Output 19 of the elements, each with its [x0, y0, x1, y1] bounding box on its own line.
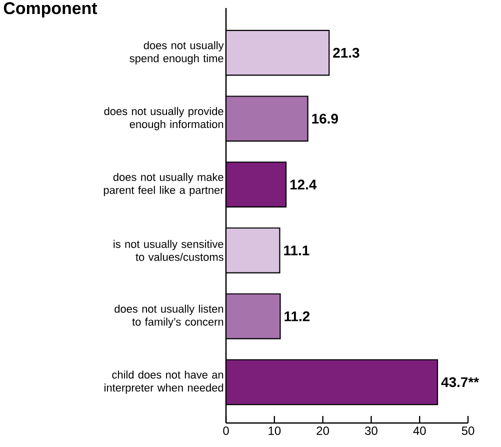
- x-tick-label: 10: [268, 426, 281, 435]
- data-label: 16.9: [312, 114, 338, 124]
- y-tick-label: does not usually listen to family’s concern: [114, 304, 224, 328]
- data-label: 11.2: [284, 311, 310, 322]
- y-tick-label: does not usually spend enough time: [130, 41, 224, 64]
- x-tick-label: 50: [462, 426, 474, 435]
- x-tick-label: 0: [223, 426, 229, 435]
- data-label: 21.3: [333, 48, 360, 58]
- y-tick-label: does not usually provide enough information: [104, 107, 224, 130]
- data-label: 43.7**: [441, 377, 480, 388]
- text: Component: [4, 2, 98, 18]
- x-tick-label: 30: [365, 426, 378, 435]
- data-label: 11.1: [284, 246, 310, 256]
- y-tick-label: child does not have an interpreter when needed: [104, 370, 224, 394]
- x-tick-label: 40: [413, 426, 426, 435]
- x-tick-label: 20: [316, 426, 329, 435]
- y-tick-label: is not usually sensitive to values/customs: [114, 240, 224, 261]
- data-label: 12.4: [290, 180, 317, 190]
- y-tick-label: does not usually make parent feel like a partner: [104, 172, 224, 196]
